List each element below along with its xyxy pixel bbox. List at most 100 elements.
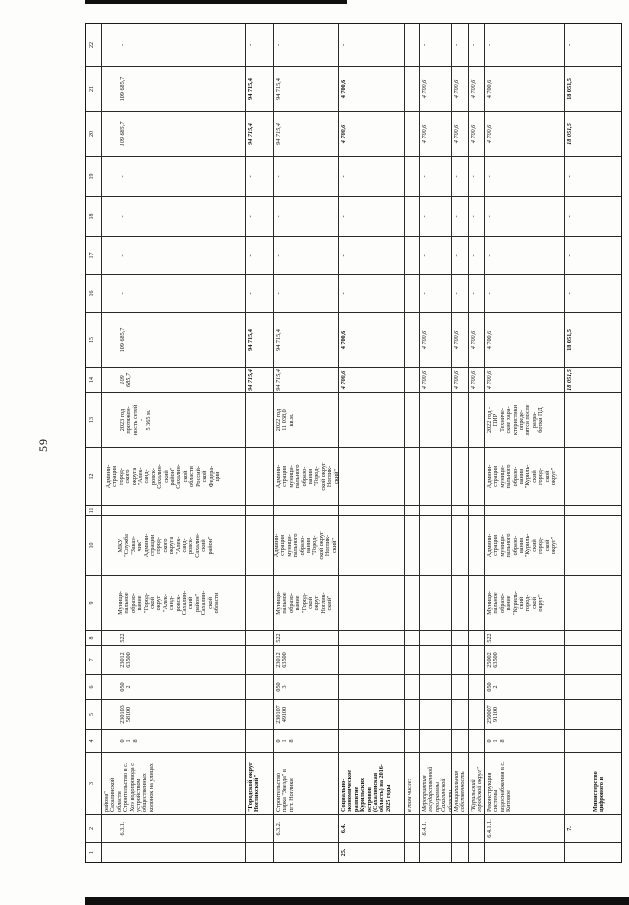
table-cell: Социально- экономическое развитие Куриль… xyxy=(339,752,405,814)
table-cell: Муниципальная собственность xyxy=(452,752,469,814)
table-cell xyxy=(246,447,274,505)
table-cell: - xyxy=(469,274,485,312)
table-cell xyxy=(565,515,621,575)
header-cell-22: 22 xyxy=(86,24,102,66)
table-cell xyxy=(405,156,420,196)
table-cell: 230103 58100 xyxy=(102,699,246,729)
table-cell xyxy=(405,392,420,447)
table-cell: 23012 63500 xyxy=(102,645,246,674)
table-cell: - xyxy=(565,236,621,274)
table-cell xyxy=(405,447,420,505)
row-v-tom-chisle: в том числе: xyxy=(405,24,420,862)
table-cell xyxy=(565,630,621,645)
table-cell: Мероприятия государственной программы Са… xyxy=(420,752,452,814)
header-cell-9: 9 xyxy=(86,575,102,630)
table-cell: - xyxy=(339,274,405,312)
table-cell: 4 700,6 xyxy=(485,66,565,111)
table-cell: 230107 49100 xyxy=(274,699,339,729)
table-cell: 25002 63500 xyxy=(485,645,565,674)
table-cell xyxy=(274,842,339,862)
table-cell xyxy=(246,814,274,842)
table-cell: Муници- пальное образо- вание "Город- ск… xyxy=(102,575,246,630)
table-cell xyxy=(452,699,469,729)
table-cell: 25. xyxy=(339,842,405,862)
table-cell xyxy=(469,630,485,645)
table-cell: - xyxy=(274,196,339,236)
table-cell: 4 700,6 xyxy=(420,66,452,111)
table-cell: 18 051,5 xyxy=(565,367,621,392)
table-cell: 4 700,6 xyxy=(339,111,405,156)
table-cell: Админи- страция муници- пального образо-… xyxy=(485,447,565,505)
table-cell: 6.3.1. xyxy=(102,814,246,842)
table-cell xyxy=(420,699,452,729)
table-cell xyxy=(565,674,621,699)
table-cell: - xyxy=(274,156,339,196)
table-cell xyxy=(469,515,485,575)
table-cell: 109 685,7 xyxy=(102,312,246,367)
table-cell: - xyxy=(102,24,246,66)
table-cell: - xyxy=(452,274,469,312)
table-cell xyxy=(452,392,469,447)
program-financing-table: 1 2 3 4 5 6 7 8 9 10 11 12 13 14 15 16 17 18 19 20 21 22 6.3.1… xyxy=(85,23,622,863)
table-cell: Админи- страция муници- пального образо-… xyxy=(274,515,339,575)
table-cell: - xyxy=(246,156,274,196)
table-cell: - xyxy=(420,156,452,196)
table-cell: 18 051,5 xyxy=(565,66,621,111)
table-cell: 109 685,7 xyxy=(102,111,246,156)
table-cell: - xyxy=(485,196,565,236)
table-cell: Муници- пальное образо- вание "Город- ск… xyxy=(274,575,339,630)
table-cell: 2022 год 11 038,0 кв.м. xyxy=(274,392,339,447)
table-cell xyxy=(420,392,452,447)
header-cell-4: 4 xyxy=(86,729,102,752)
table-cell xyxy=(565,699,621,729)
table-cell: - xyxy=(452,236,469,274)
table-cell xyxy=(452,575,469,630)
table-cell: 522 xyxy=(274,630,339,645)
table-cell: - xyxy=(485,24,565,66)
header-cell-1: 1 xyxy=(86,842,102,862)
table-cell: 4 700,6 xyxy=(452,312,469,367)
table-cell xyxy=(339,575,405,630)
table-cell xyxy=(339,505,405,515)
row-go-noglikskiy: "Городской округ Ногликский" 94 715,4 94 7… xyxy=(246,24,274,862)
header-cell-5: 5 xyxy=(86,699,102,729)
table-cell xyxy=(565,575,621,630)
header-cell-20: 20 xyxy=(86,111,102,156)
table-cell: - xyxy=(339,24,405,66)
table-cell: 4 700,6 xyxy=(485,111,565,156)
table-cell xyxy=(339,447,405,505)
table-cell: 0 1 8 xyxy=(485,729,565,752)
table-cell: 23012 63500 xyxy=(274,645,339,674)
header-cell-6: 6 xyxy=(86,674,102,699)
table-cell: - xyxy=(485,156,565,196)
table-cell: 4 700,6 xyxy=(469,312,485,367)
table-cell: - xyxy=(420,274,452,312)
table-cell: 4 700,6 xyxy=(339,66,405,111)
table-cell xyxy=(246,630,274,645)
page-number: 59 xyxy=(36,438,50,452)
header-cell-12: 12 xyxy=(86,447,102,505)
table-cell: 94 715,4 xyxy=(246,312,274,367)
table-cell: района" Сахалинской области Строительств… xyxy=(102,752,246,814)
table-cell xyxy=(452,729,469,752)
table-cell xyxy=(405,842,420,862)
table-cell xyxy=(565,447,621,505)
table-cell: - xyxy=(102,156,246,196)
table-cell xyxy=(565,645,621,674)
table-cell: - xyxy=(469,236,485,274)
table-cell xyxy=(339,515,405,575)
table-cell: - xyxy=(485,274,565,312)
table-cell: Муници- пальное образо- вание "Куриль- с… xyxy=(485,575,565,630)
table-cell: - xyxy=(246,196,274,236)
table-cell xyxy=(405,24,420,66)
table-cell: - xyxy=(420,236,452,274)
table-cell xyxy=(339,674,405,699)
table-cell: Админи- страция город- ского округа "Але… xyxy=(102,447,246,505)
table-cell: 522 xyxy=(485,630,565,645)
table-cell: - xyxy=(565,156,621,196)
table-cell xyxy=(452,814,469,842)
table-cell xyxy=(420,575,452,630)
table-cell: 6.4. xyxy=(339,814,405,842)
table-cell xyxy=(339,729,405,752)
table-cell: 050 2 xyxy=(485,674,565,699)
